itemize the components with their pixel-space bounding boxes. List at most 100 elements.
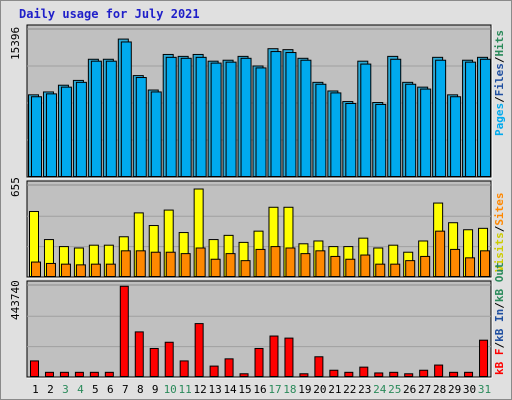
kbytes-bar xyxy=(374,372,384,378)
sites-bar xyxy=(255,248,266,278)
sites-bar xyxy=(465,257,476,277)
pages-bar xyxy=(345,102,357,177)
pages-bar xyxy=(315,83,327,177)
panel-3-max-label: 443740 xyxy=(9,280,22,320)
sites-bar xyxy=(390,263,401,278)
x-tick-label: 13 xyxy=(208,383,221,396)
x-tick-label: 17 xyxy=(268,383,281,396)
x-tick-label: 20 xyxy=(313,383,326,396)
sites-bar xyxy=(150,251,161,278)
kbytes-bar xyxy=(194,323,204,378)
kbytes-bar xyxy=(30,360,39,377)
kbytes-bar xyxy=(449,371,459,377)
x-tick-label: 4 xyxy=(77,383,84,396)
sites-bar xyxy=(165,251,176,278)
pages-bar xyxy=(195,56,207,177)
kbytes-bar xyxy=(104,371,114,377)
pages-bar xyxy=(45,93,57,177)
pages-bar xyxy=(105,60,117,177)
sites-bar xyxy=(180,253,191,277)
legend-entry: kB Out xyxy=(493,262,506,302)
sites-bar xyxy=(345,258,356,277)
x-tick-label: 31 xyxy=(478,383,491,396)
pages-bar xyxy=(255,67,267,177)
kbytes-bar xyxy=(419,369,429,378)
panel-2-legend: Visits/Sites xyxy=(493,193,506,273)
pages-bar xyxy=(465,61,477,177)
x-tick-label: 27 xyxy=(418,383,431,396)
sites-bar xyxy=(420,255,431,278)
kbytes-bar xyxy=(479,339,489,377)
pages-bar xyxy=(300,59,312,177)
legend-entry: kB F xyxy=(493,349,506,376)
sites-bar xyxy=(195,247,206,277)
pages-bar xyxy=(405,83,417,177)
pages-bar xyxy=(180,57,192,177)
kbytes-bar xyxy=(44,371,54,377)
kbytes-bar xyxy=(464,371,474,377)
legend-entry: Visits xyxy=(493,232,506,272)
pages-bar xyxy=(390,58,402,177)
pages-bar xyxy=(210,62,222,177)
x-tick-label: 3 xyxy=(62,383,69,396)
x-tick-label: 5 xyxy=(92,383,99,396)
sites-bar xyxy=(405,260,416,278)
x-tick-label: 15 xyxy=(238,383,251,396)
sites-bar xyxy=(120,250,131,277)
legend-separator: / xyxy=(493,225,506,232)
pages-bar xyxy=(75,81,87,177)
pages-bar xyxy=(450,96,462,177)
pages-bar xyxy=(375,103,387,177)
x-tick-label: 6 xyxy=(107,383,114,396)
legend-entry: Hits xyxy=(493,30,506,57)
x-tick-label: 11 xyxy=(179,383,192,396)
panel-1-max-label: 15396 xyxy=(9,27,22,60)
sites-bar xyxy=(60,263,71,278)
legend-entry: kB In xyxy=(493,309,506,342)
legend-separator: / xyxy=(493,302,506,309)
x-tick-label: 28 xyxy=(433,383,446,396)
x-tick-label: 2 xyxy=(47,383,54,396)
kbytes-bar xyxy=(284,337,294,378)
panel-3-legend: kB F/kB In/kB Out xyxy=(493,262,506,375)
kbytes-bar xyxy=(179,360,189,377)
pages-bar xyxy=(60,86,72,177)
pages-bar xyxy=(31,96,42,177)
sites-bar xyxy=(435,230,446,277)
kbytes-bar xyxy=(389,371,399,377)
x-tick-label: 25 xyxy=(388,383,401,396)
kbytes-bar xyxy=(254,347,264,378)
pages-bar xyxy=(420,88,432,177)
kbytes-bar xyxy=(239,373,249,378)
pages-bar xyxy=(240,57,252,177)
x-tick-label: 14 xyxy=(223,383,237,396)
pages-bar xyxy=(135,77,147,177)
kbytes-bar xyxy=(404,373,414,378)
pages-bar xyxy=(120,41,132,178)
pages-bar xyxy=(480,58,492,177)
sites-bar xyxy=(135,250,146,277)
x-tick-label: 1 xyxy=(32,383,39,396)
x-tick-label: 10 xyxy=(164,383,177,396)
legend-separator: / xyxy=(493,56,506,63)
x-tick-label: 23 xyxy=(358,383,371,396)
x-tick-label: 22 xyxy=(343,383,356,396)
pages-bar xyxy=(225,61,237,177)
kbytes-bar xyxy=(89,371,99,377)
sites-bar xyxy=(240,260,251,278)
sites-bar xyxy=(210,258,221,277)
pages-bar xyxy=(150,91,162,177)
kbytes-bar xyxy=(314,356,324,378)
legend-separator: / xyxy=(493,342,506,349)
kbytes-bar xyxy=(224,358,234,377)
kbytes-bar xyxy=(164,341,174,378)
panel-2-max-label: 655 xyxy=(9,177,22,197)
kbytes-bar xyxy=(119,285,129,378)
sites-bar xyxy=(105,263,116,278)
x-tick-label: 18 xyxy=(283,383,296,396)
sites-bar xyxy=(360,254,371,277)
sites-bar xyxy=(285,247,296,277)
kbytes-bar xyxy=(344,371,354,377)
kbytes-bar xyxy=(269,335,279,377)
